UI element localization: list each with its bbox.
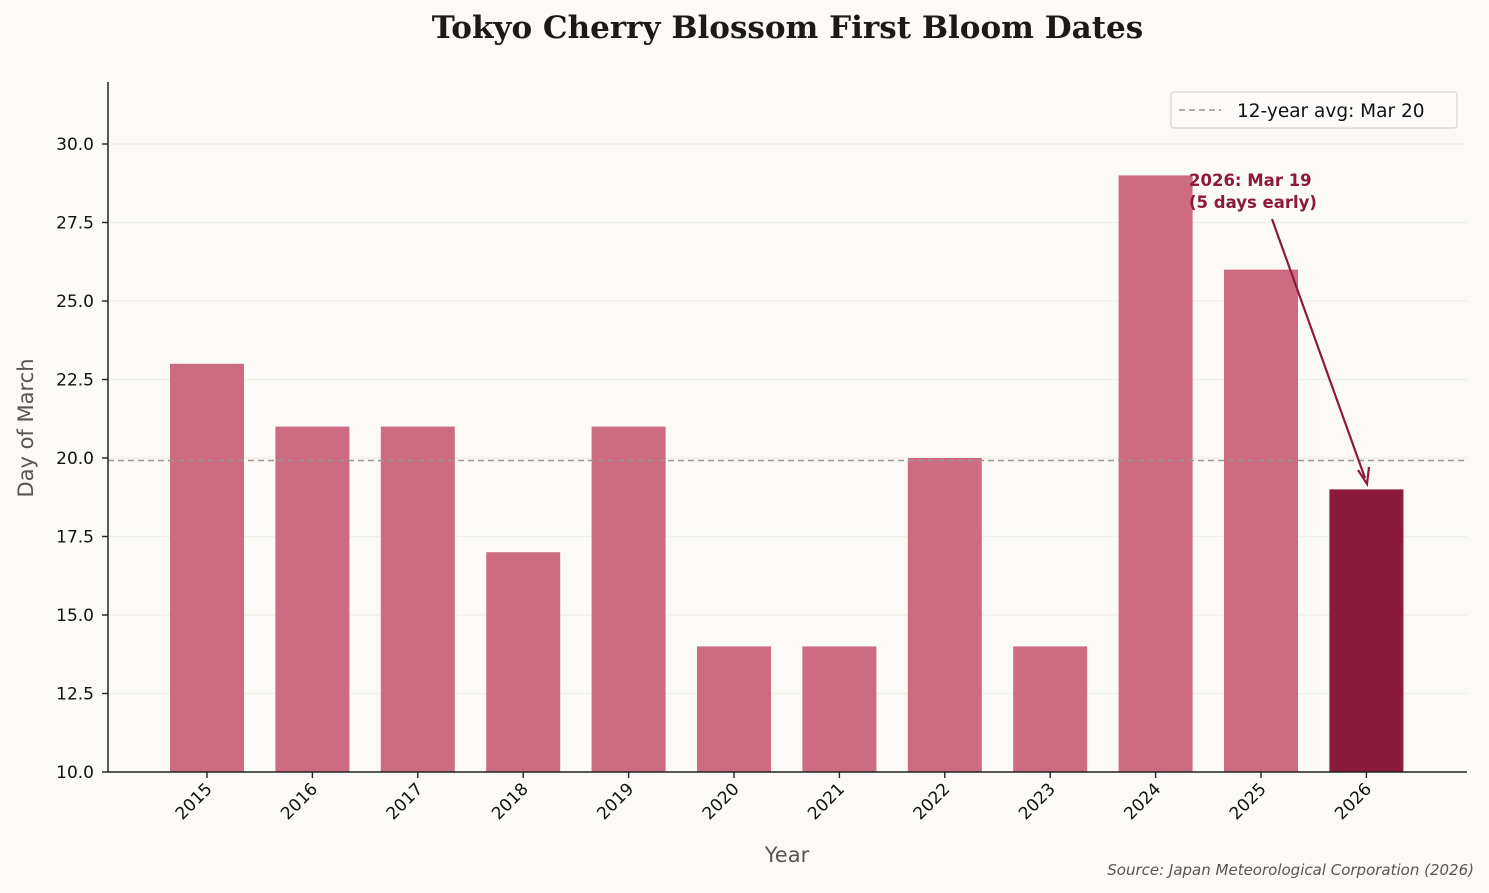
bar-2016 — [275, 426, 350, 772]
bar-2017 — [380, 426, 455, 772]
y-tick-label: 25.0 — [56, 292, 94, 312]
x-ticks: 2015 2016 2017 2018 2019 2020 2021 2022 2023 2024… — [172, 772, 1376, 824]
annotation-arrow-line — [1270, 218, 1367, 479]
arrow-head-icon — [1357, 466, 1371, 488]
x-tick-label: 2022 — [910, 779, 955, 824]
legend-label: 12-year avg: Mar 20 — [1237, 101, 1425, 122]
annotation: 2026: Mar 19 (5 days early) — [1189, 171, 1371, 488]
y-tick-label: 10.0 — [56, 763, 94, 783]
x-tick-label: 2026 — [1331, 779, 1376, 824]
y-tick-label: 22.5 — [56, 371, 94, 391]
chart-title: Tokyo Cherry Blossom First Bloom Dates — [431, 10, 1144, 46]
y-tick-label: 17.5 — [56, 528, 94, 548]
x-tick-label: 2018 — [488, 779, 533, 824]
x-tick-label: 2025 — [1226, 779, 1271, 824]
annotation-line-1: 2026: Mar 19 — [1189, 171, 1312, 190]
bar-2019 — [591, 426, 666, 772]
bars — [170, 175, 1404, 772]
annotation-line-2: (5 days early) — [1189, 193, 1317, 212]
bar-2023 — [1013, 646, 1088, 772]
legend-box — [1170, 91, 1458, 129]
y-tick-label: 20.0 — [56, 449, 94, 469]
x-tick-label: 2024 — [1120, 779, 1165, 824]
x-tick-label: 2017 — [383, 779, 428, 824]
axes — [107, 82, 1467, 773]
x-tick-label: 2023 — [1015, 779, 1060, 824]
bar-2025 — [1224, 269, 1298, 772]
y-ticks: 10.0 12.5 15.0 17.5 20.0 22.5 25.0 27.5 30.0 — [56, 135, 108, 783]
x-tick-label: 2016 — [277, 779, 322, 824]
y-tick-label: 15.0 — [56, 606, 94, 626]
x-tick-label: 2015 — [172, 779, 217, 824]
bar-2020 — [697, 646, 771, 772]
bar-2021 — [802, 646, 877, 772]
legend: 12-year avg: Mar 20 — [1170, 91, 1458, 129]
bar-2026 — [1329, 489, 1404, 772]
x-axis-label: Year — [764, 843, 810, 867]
x-tick-label: 2019 — [593, 779, 638, 824]
bar-2024 — [1118, 175, 1193, 772]
y-axis-label: Day of March — [14, 358, 38, 497]
y-tick-label: 30.0 — [56, 135, 94, 155]
x-tick-label: 2020 — [699, 779, 744, 824]
source-note: Source: Japan Meteorological Corporation… — [1107, 861, 1474, 879]
y-tick-label: 27.5 — [56, 214, 94, 234]
bar-2015 — [170, 363, 244, 772]
y-tick-label: 12.5 — [56, 685, 94, 705]
bar-2022 — [907, 458, 982, 772]
x-tick-label: 2021 — [804, 779, 849, 824]
bar-2018 — [486, 552, 561, 772]
